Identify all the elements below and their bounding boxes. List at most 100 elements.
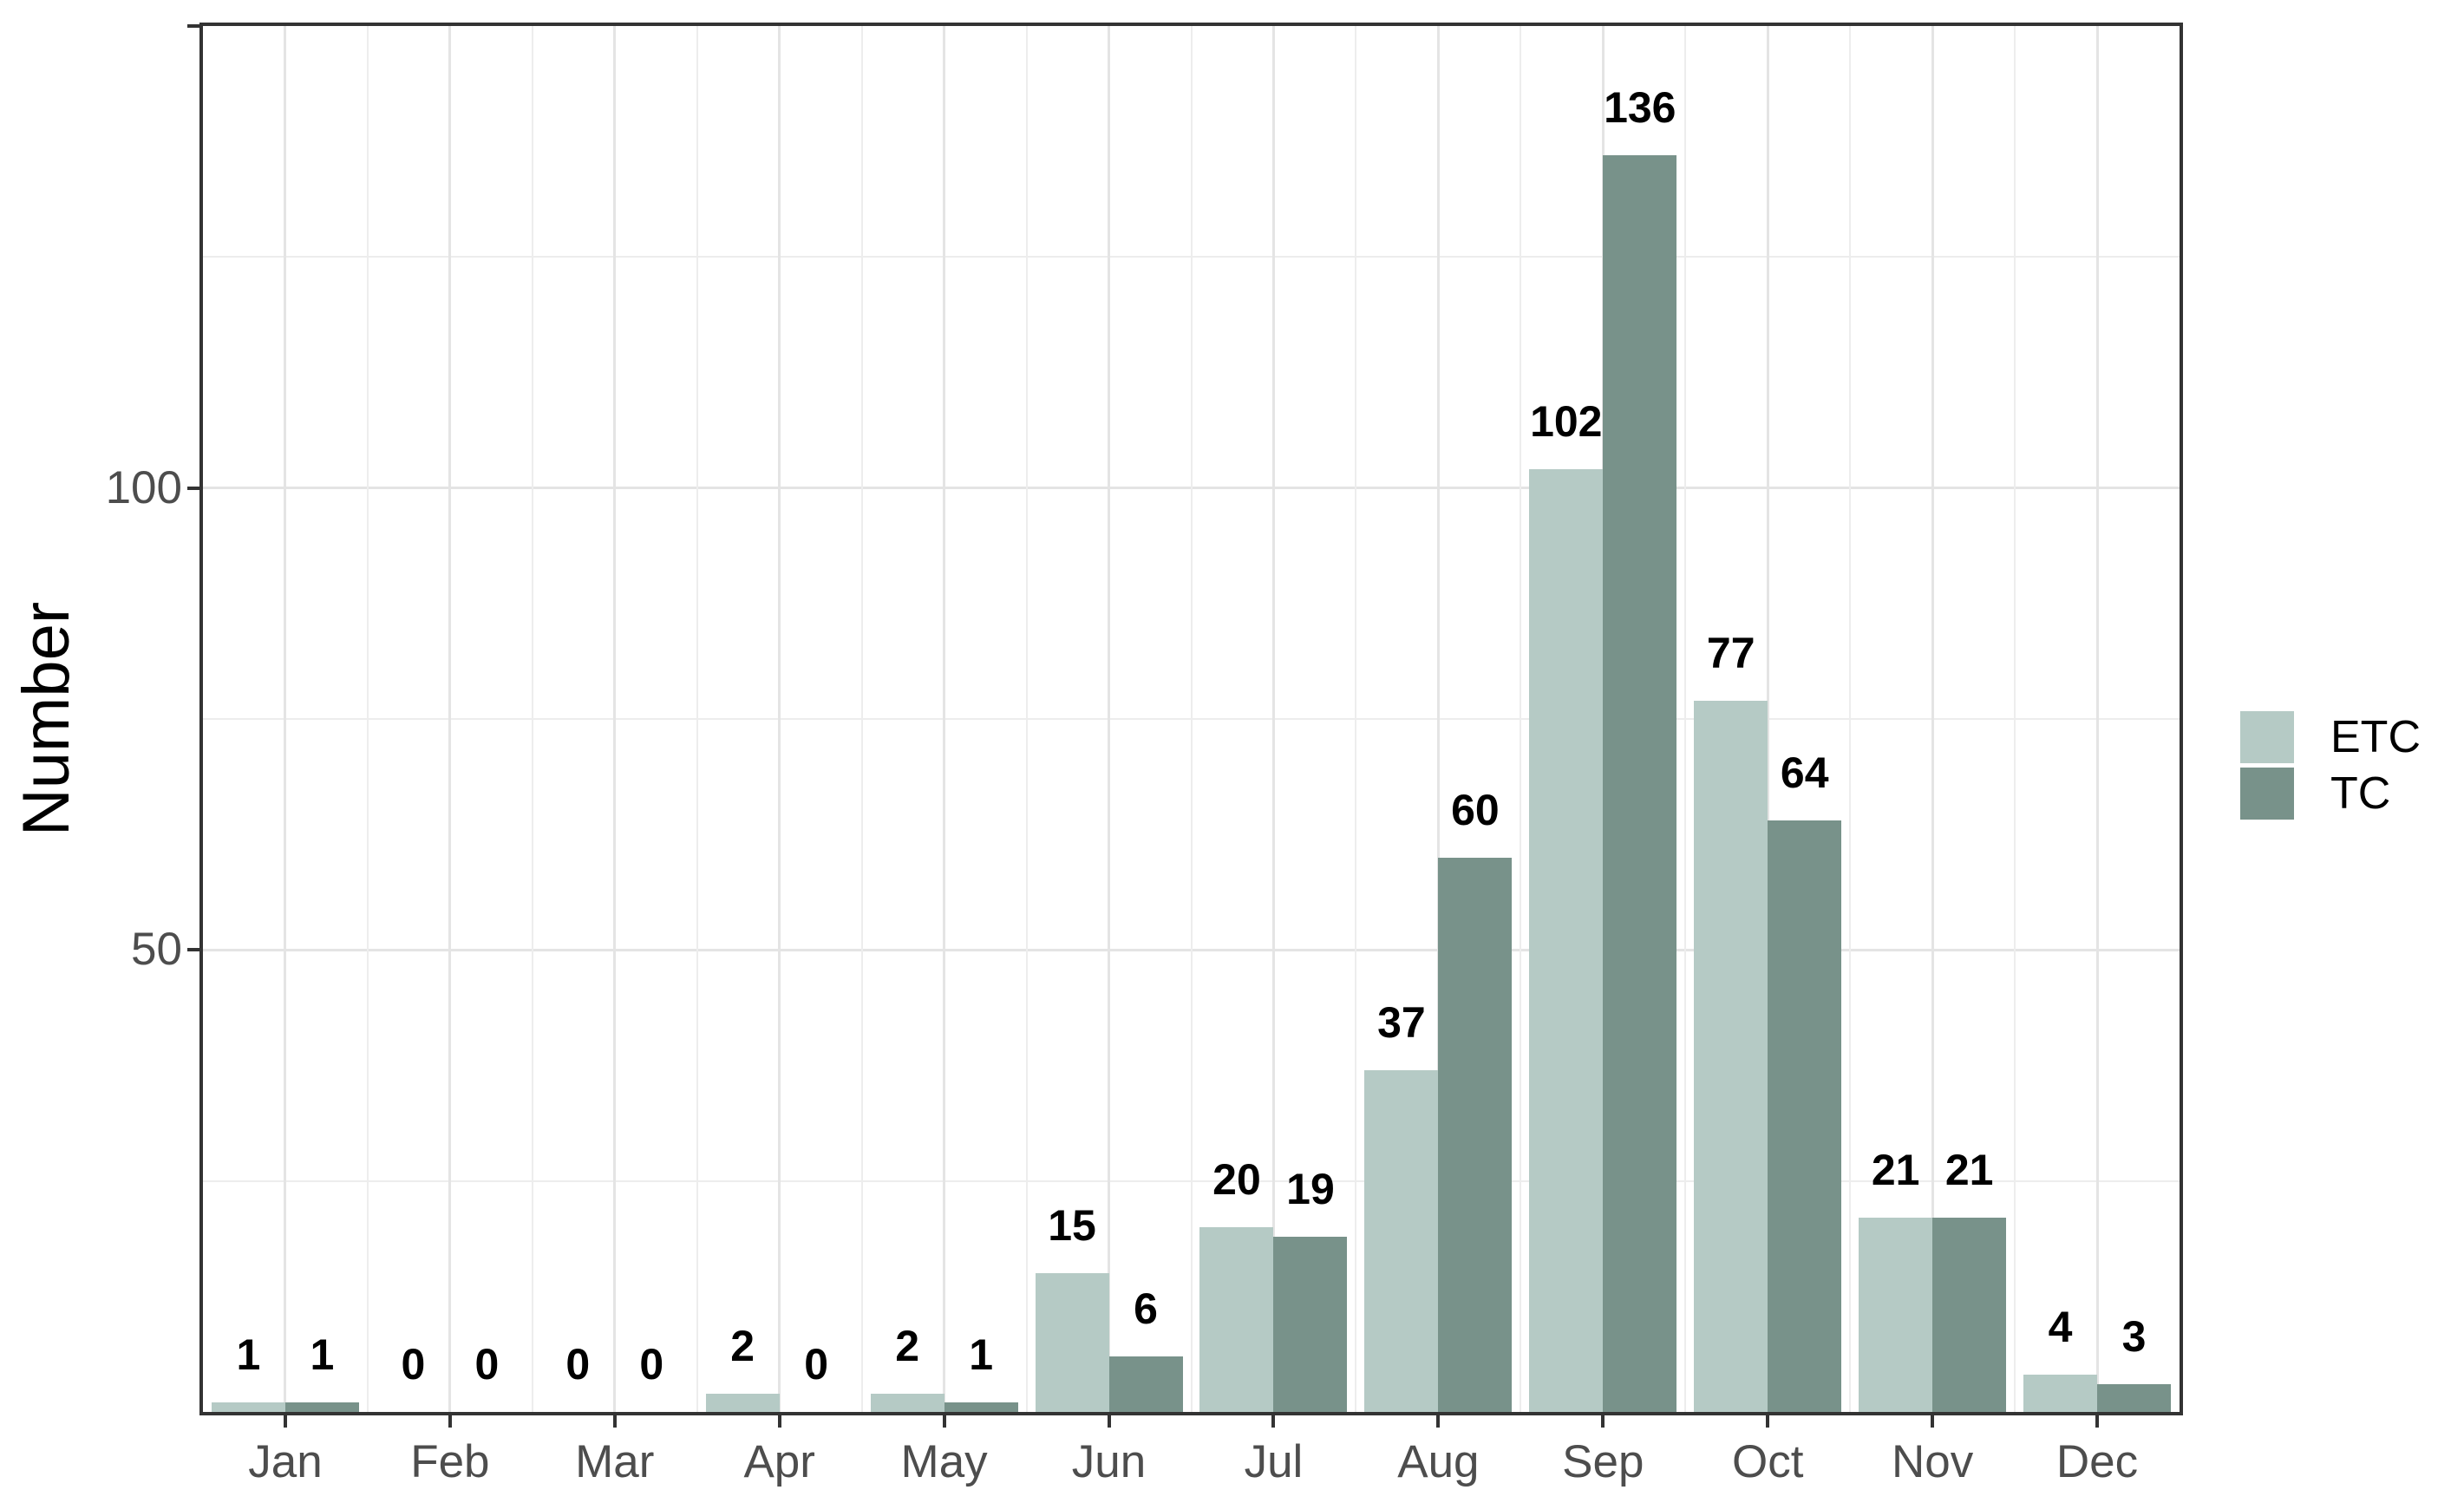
bar-value-label-etc-jul: 20: [1212, 1155, 1261, 1204]
bar-value-label-etc-sep: 102: [1530, 397, 1603, 446]
x-tick-label-apr: Apr: [743, 1436, 815, 1487]
bar-tc-aug: [1438, 858, 1513, 1412]
bar-value-label-tc-jul: 19: [1286, 1165, 1335, 1213]
x-tick-label-jan: Jan: [248, 1436, 323, 1487]
legend-label-etc: ETC: [2330, 712, 2421, 762]
bar-value-label-tc-mar: 0: [639, 1340, 664, 1389]
bar-value-label-etc-mar: 0: [565, 1340, 591, 1389]
x-tick-apr: [777, 1415, 781, 1428]
bar-value-label-tc-aug: 60: [1451, 786, 1500, 834]
gridline-x-center-Mar: [613, 26, 617, 1412]
gridline-x-boundary-8: [1520, 26, 1522, 1412]
bar-value-label-tc-sep: 136: [1604, 83, 1676, 132]
x-tick-label-sep: Sep: [1562, 1436, 1644, 1487]
gridline-x-center-Jul: [1271, 26, 1275, 1412]
gridline-x-boundary-4: [860, 26, 863, 1412]
bar-value-label-etc-may: 2: [895, 1322, 920, 1370]
x-tick-label-feb: Feb: [410, 1436, 490, 1487]
y-axis-title: Number: [10, 601, 83, 837]
bar-tc-jun: [1108, 1356, 1183, 1412]
x-tick-label-jun: Jun: [1071, 1436, 1147, 1487]
gridline-x-center-Jun: [1108, 26, 1111, 1412]
gridline-x-center-Oct: [1766, 26, 1769, 1412]
bar-etc-aug: [1364, 1070, 1439, 1412]
bar-value-label-etc-feb: 0: [401, 1340, 426, 1389]
x-tick-label-oct: Oct: [1731, 1436, 1804, 1487]
bar-value-label-etc-aug: 37: [1377, 998, 1426, 1047]
x-tick-jan: [283, 1415, 287, 1428]
y-tick-100: [187, 486, 199, 490]
bar-tc-jan: [284, 1402, 359, 1412]
legend-swatch-tc: [2240, 768, 2294, 820]
gridline-x-boundary-9: [1684, 26, 1687, 1412]
gridline-x-boundary-1: [366, 26, 369, 1412]
legend-swatch-etc: [2240, 711, 2294, 763]
x-tick-oct: [1766, 1415, 1770, 1428]
bar-value-label-etc-apr: 2: [730, 1322, 755, 1370]
bar-value-label-tc-apr: 0: [804, 1340, 829, 1389]
y-tick-150: [187, 24, 199, 28]
bar-value-label-tc-jun: 6: [1134, 1284, 1158, 1333]
x-tick-label-mar: Mar: [575, 1436, 655, 1487]
bar-tc-may: [944, 1402, 1018, 1412]
bar-value-label-tc-nov: 21: [1944, 1146, 1994, 1194]
bar-etc-sep: [1529, 469, 1604, 1412]
bar-etc-dec: [2023, 1375, 2098, 1412]
bar-tc-jul: [1273, 1237, 1348, 1412]
gridline-x-boundary-6: [1190, 26, 1193, 1412]
bar-etc-may: [870, 1394, 944, 1412]
bar-value-label-etc-jun: 15: [1048, 1201, 1096, 1250]
legend: ETC TC: [2240, 711, 2421, 824]
x-tick-label-jul: Jul: [1244, 1436, 1304, 1487]
legend-entry-tc: TC: [2240, 768, 2421, 820]
x-tick-sep: [1601, 1415, 1605, 1428]
x-tick-label-aug: Aug: [1397, 1436, 1480, 1487]
x-tick-feb: [448, 1415, 452, 1428]
bar-value-label-etc-dec: 4: [2048, 1303, 2073, 1351]
x-tick-label-may: May: [900, 1436, 988, 1487]
y-tick-50: [187, 948, 199, 952]
plot-panel: [199, 23, 2183, 1415]
bar-tc-sep: [1603, 155, 1677, 1412]
x-tick-dec: [2095, 1415, 2100, 1428]
gridline-x-center-Aug: [1436, 26, 1440, 1412]
bar-value-label-etc-nov: 21: [1871, 1146, 1920, 1194]
bar-value-label-tc-oct: 64: [1780, 748, 1829, 797]
gridline-x-center-Dec: [2095, 26, 2099, 1412]
bar-value-label-tc-dec: 3: [2121, 1312, 2147, 1361]
gridline-x-boundary-5: [1025, 26, 1028, 1412]
gridline-x-center-Feb: [448, 26, 452, 1412]
bar-etc-jun: [1035, 1273, 1109, 1412]
gridline-x-center-Jan: [284, 26, 287, 1412]
bar-value-label-tc-jan: 1: [310, 1330, 335, 1379]
gridline-x-center-May: [943, 26, 946, 1412]
bar-tc-dec: [2097, 1384, 2172, 1412]
gridline-x-center-Nov: [1931, 26, 1934, 1412]
bar-value-label-etc-oct: 77: [1706, 629, 1755, 677]
bar-etc-jul: [1199, 1227, 1274, 1412]
x-tick-jul: [1271, 1415, 1276, 1428]
bar-value-label-tc-feb: 0: [474, 1340, 500, 1389]
gridline-x-boundary-10: [1849, 26, 1852, 1412]
x-tick-label-nov: Nov: [1891, 1436, 1974, 1487]
x-tick-label-dec: Dec: [2056, 1436, 2139, 1487]
x-tick-jun: [1107, 1415, 1111, 1428]
legend-entry-etc: ETC: [2240, 711, 2421, 763]
y-tick-label-50: 50: [131, 924, 182, 976]
gridline-x-boundary-7: [1355, 26, 1357, 1412]
x-tick-aug: [1436, 1415, 1441, 1428]
bar-etc-jan: [211, 1402, 285, 1412]
gridline-x-boundary-2: [531, 26, 533, 1412]
bar-tc-oct: [1768, 820, 1842, 1412]
x-tick-nov: [1931, 1415, 1935, 1428]
gridline-x-boundary-3: [696, 26, 698, 1412]
gridline-x-boundary-11: [2014, 26, 2016, 1412]
gridline-x-center-Apr: [778, 26, 781, 1412]
bar-etc-nov: [1859, 1218, 1933, 1412]
bar-tc-nov: [1932, 1218, 2007, 1412]
bar-value-label-tc-may: 1: [969, 1330, 994, 1379]
bar-value-label-etc-jan: 1: [236, 1330, 261, 1379]
y-tick-label-100: 100: [105, 461, 182, 513]
x-tick-mar: [612, 1415, 617, 1428]
